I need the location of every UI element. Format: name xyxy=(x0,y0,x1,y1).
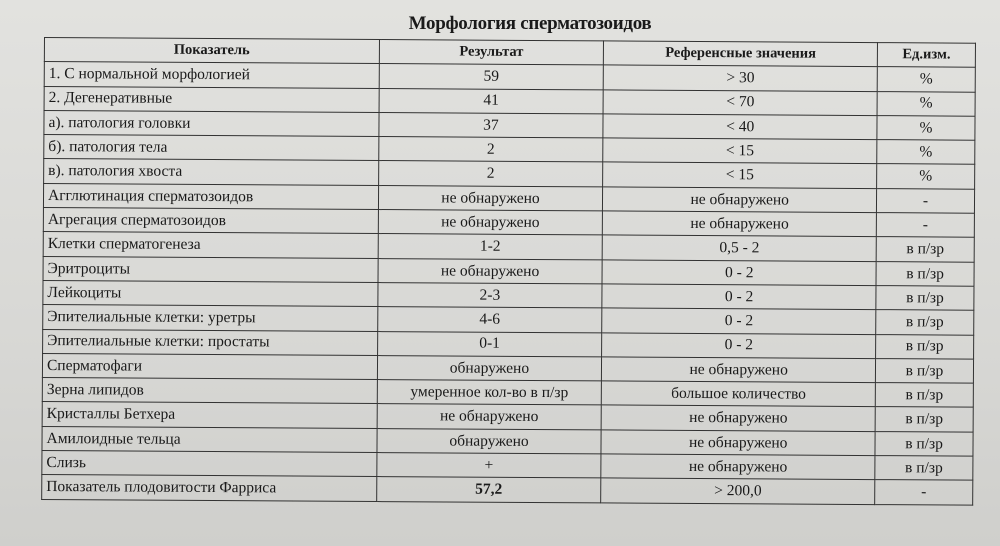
cell-indicator: Сперматофаги xyxy=(42,353,378,380)
cell-indicator: Агрегация сперматозоидов xyxy=(43,207,379,234)
cell-indicator: Кристаллы Бетхера xyxy=(42,401,377,429)
table-row: Показатель плодовитости Фарриса 57,2 > 200… xyxy=(41,474,973,505)
cell-result: 59 xyxy=(378,63,604,90)
cell-reference: 0 - 2 xyxy=(602,308,876,335)
cell-unit: в п/зр xyxy=(875,334,974,360)
cell-indicator: Клетки сперматогенеза xyxy=(43,231,378,259)
cell-indicator: Слизь xyxy=(41,450,377,477)
cell-reference: не обнаружено xyxy=(601,356,876,383)
cell-reference: > 200,0 xyxy=(601,478,875,505)
header-indicator: Показатель xyxy=(44,37,380,64)
cell-result: не обнаружено xyxy=(376,403,602,430)
cell-result: 2-3 xyxy=(377,282,603,309)
cell-unit: в п/зр xyxy=(875,382,974,408)
cell-unit: в п/зр xyxy=(874,455,973,481)
cell-indicator: Лейкоциты xyxy=(42,280,378,307)
cell-unit: % xyxy=(876,115,976,141)
cell-reference: не обнаружено xyxy=(602,210,877,237)
cell-unit: % xyxy=(877,66,976,92)
cell-result: обнаружено xyxy=(376,428,602,454)
cell-indicator: 2. Дегенеративные xyxy=(44,86,379,113)
cell-indicator: 1. С нормальной морфологией xyxy=(44,61,379,89)
cell-unit: в п/зр xyxy=(875,407,974,432)
cell-reference: не обнаружено xyxy=(601,405,876,432)
cell-result: 1-2 xyxy=(377,233,603,260)
cell-result: не обнаружено xyxy=(378,185,603,211)
cell-indicator: Зерна липидов xyxy=(42,377,378,404)
cell-indicator: б). патология тела xyxy=(43,134,379,162)
cell-result: обнаружено xyxy=(377,355,602,382)
cell-result: 57,2 xyxy=(376,476,602,503)
cell-unit: в п/зр xyxy=(875,358,974,384)
cell-reference: не обнаружено xyxy=(601,429,876,456)
cell-indicator: Агглютинация сперматозоидов xyxy=(43,183,379,210)
cell-result: 2 xyxy=(378,136,604,163)
cell-indicator: Эпителиальные клетки: простаты xyxy=(42,329,378,356)
cell-reference: не обнаружено xyxy=(601,453,876,480)
cell-reference: не обнаружено xyxy=(602,186,877,213)
cell-reference: 0,5 - 2 xyxy=(602,235,877,262)
cell-indicator: в). патология хвоста xyxy=(43,158,379,186)
cell-result: 4-6 xyxy=(377,306,603,333)
cell-unit: % xyxy=(876,139,975,165)
cell-unit: в п/зр xyxy=(875,285,974,311)
cell-reference: 0 - 2 xyxy=(602,259,877,286)
cell-unit: % xyxy=(876,164,975,189)
cell-unit: % xyxy=(877,91,976,117)
cell-unit: - xyxy=(876,212,975,238)
cell-reference: < 15 xyxy=(602,162,877,189)
cell-result: 41 xyxy=(378,88,604,114)
cell-reference: > 30 xyxy=(603,65,878,92)
cell-reference: большое количество xyxy=(601,381,876,408)
cell-indicator: Амилоидные тельца xyxy=(41,426,377,453)
cell-result: 0-1 xyxy=(377,331,603,357)
cell-indicator: а). патология головки xyxy=(43,110,379,137)
header-unit: Ед.изм. xyxy=(877,42,976,68)
header-reference: Референсные значения xyxy=(603,40,878,67)
cell-unit: - xyxy=(874,479,973,505)
cell-unit: в п/зр xyxy=(876,236,975,262)
cell-result: + xyxy=(376,452,602,479)
morphology-table: Показатель Результат Референсные значени… xyxy=(41,37,976,505)
cell-indicator: Эритроциты xyxy=(43,256,378,283)
cell-unit: в п/зр xyxy=(876,261,975,287)
cell-reference: 0 - 2 xyxy=(601,332,876,359)
cell-indicator: Эпителиальные клетки: уретры xyxy=(42,304,378,332)
cell-result: умеренное кол-во в п/зр xyxy=(376,379,602,406)
cell-result: не обнаружено xyxy=(377,209,603,236)
document-title: Морфология сперматозоидов xyxy=(408,13,652,34)
cell-reference: 0 - 2 xyxy=(602,283,877,310)
cell-unit: в п/зр xyxy=(875,309,974,335)
cell-reference: < 40 xyxy=(603,113,878,140)
cell-unit: - xyxy=(876,188,975,214)
cell-result: 2 xyxy=(378,161,604,187)
cell-reference: < 15 xyxy=(603,138,877,165)
cell-indicator: Показатель плодовитости Фарриса xyxy=(41,474,377,502)
cell-unit: в п/зр xyxy=(875,431,974,457)
cell-result: не обнаружено xyxy=(377,258,603,284)
cell-reference: < 70 xyxy=(603,89,878,116)
cell-result: 37 xyxy=(378,112,604,139)
header-result: Результат xyxy=(378,39,604,66)
